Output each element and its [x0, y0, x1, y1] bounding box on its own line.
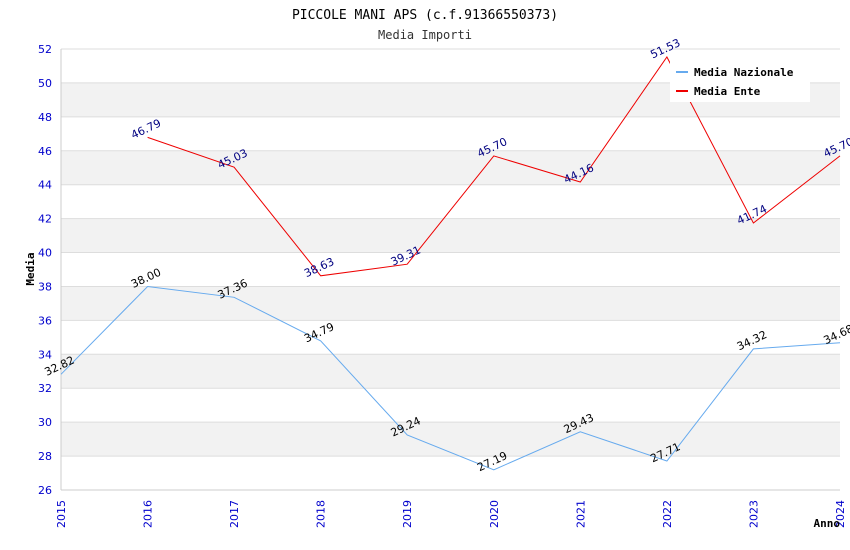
data-label: 34.32 — [735, 328, 769, 353]
legend-label: Media Nazionale — [694, 66, 794, 79]
y-tick-label: 28 — [38, 450, 52, 463]
y-tick-label: 30 — [38, 416, 52, 429]
grid-band — [61, 286, 840, 321]
series-line-1 — [147, 56, 841, 277]
data-label: 46.79 — [129, 117, 163, 142]
series-lines — [60, 56, 841, 471]
x-axis-label: Anno — [814, 517, 841, 530]
legend: Media Nazionale Media Ente — [670, 60, 810, 102]
grid-lines — [61, 48, 840, 491]
x-tick-label: 2020 — [488, 500, 501, 528]
x-tick-label: 2019 — [401, 500, 414, 528]
y-tick-label: 48 — [38, 111, 52, 124]
y-tick-label: 46 — [38, 145, 52, 158]
y-axis-ticks: 26 28 30 32 34 36 38 40 42 44 46 48 50 52 — [38, 43, 52, 497]
x-tick-label: 2016 — [142, 500, 155, 528]
y-axis-label: Media — [24, 252, 37, 285]
y-tick-label: 40 — [38, 247, 52, 260]
x-tick-label: 2021 — [574, 500, 587, 528]
y-tick-label: 38 — [38, 280, 52, 293]
data-label: 34.79 — [302, 320, 336, 345]
x-tick-label: 2023 — [747, 500, 760, 528]
y-tick-label: 50 — [38, 77, 52, 90]
x-tick-label: 2015 — [55, 500, 68, 528]
x-tick-label: 2022 — [661, 500, 674, 528]
y-tick-label: 52 — [38, 43, 52, 56]
y-tick-label: 26 — [38, 484, 52, 497]
x-tick-label: 2018 — [315, 500, 328, 528]
x-tick-label: 2024 — [834, 500, 847, 528]
legend-background — [670, 60, 810, 102]
chart-title: PICCOLE MANI APS (c.f.91366550373) — [292, 8, 558, 23]
x-axis-ticks: 2015 2016 2017 2018 2019 2020 2021 2022 2023 2024 — [55, 500, 847, 528]
y-tick-label: 32 — [38, 382, 52, 395]
data-label: 51.53 — [648, 36, 682, 61]
x-tick-label: 2017 — [228, 500, 241, 528]
grid-band — [61, 422, 840, 457]
y-tick-label: 36 — [38, 314, 52, 327]
chart-subtitle: Media Importi — [378, 28, 472, 42]
grid-band — [61, 150, 840, 185]
grid-band — [61, 354, 840, 389]
y-tick-label: 34 — [38, 348, 52, 361]
axes — [60, 49, 840, 491]
series-line-0 — [60, 285, 841, 471]
legend-label: Media Ente — [694, 85, 761, 98]
y-tick-label: 42 — [38, 213, 52, 226]
grid-band — [61, 218, 840, 253]
grid-bands — [61, 82, 840, 457]
y-tick-label: 44 — [38, 179, 52, 192]
